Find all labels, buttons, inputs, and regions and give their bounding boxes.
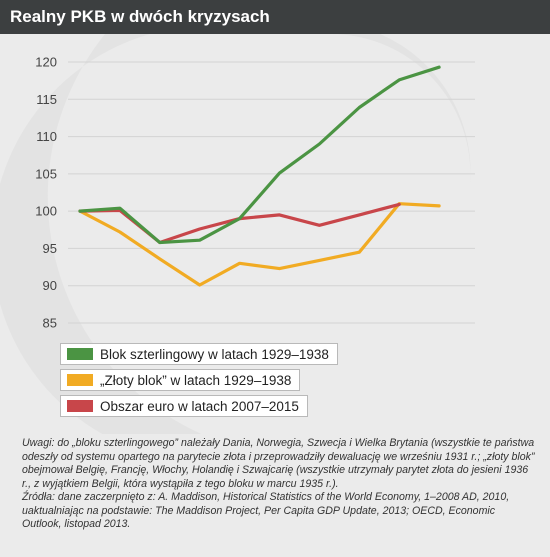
- legend-swatch-gold-bloc: [67, 374, 93, 386]
- page-title: Realny PKB w dwóch kryzysach: [10, 7, 270, 26]
- y-tick-label-100: 100: [35, 204, 57, 219]
- y-tick-label-105: 105: [35, 166, 57, 181]
- legend-item-euro-area: Obszar euro w latach 2007–2015: [60, 395, 308, 417]
- y-tick-label-110: 110: [36, 129, 57, 144]
- notes-remarks: Uwagi: do „bloku szterlingowego” należał…: [22, 437, 535, 490]
- y-tick-label-95: 95: [43, 241, 57, 256]
- legend-item-gold-bloc: „Złoty blok” w latach 1929–1938: [60, 369, 301, 391]
- legend-label-sterling: Blok szterlingowy w latach 1929–1938: [100, 346, 329, 362]
- notes-sources: Źródła: dane zaczerpnięto z: A. Maddison…: [22, 491, 510, 530]
- series-line-gold-bloc: [78, 202, 441, 287]
- line-chart: 85 90 95 100 105 110 115 120: [35, 55, 475, 331]
- chart-grid: [68, 61, 475, 324]
- legend-item-sterling: Blok szterlingowy w latach 1929–1938: [60, 343, 338, 365]
- title-bar: Realny PKB w dwóch kryzysach: [0, 0, 550, 34]
- legend-swatch-sterling: [67, 348, 93, 360]
- y-tick-label-85: 85: [43, 316, 57, 331]
- chart-series: [78, 65, 441, 287]
- chart-notes: Uwagi: do „bloku szterlingowego” należał…: [22, 437, 537, 532]
- y-tick-label-90: 90: [43, 278, 57, 293]
- series-line-sterling: [78, 65, 441, 245]
- legend-swatch-euro-area: [67, 400, 93, 412]
- y-axis-ticks: 85 90 95 100 105 110 115 120: [35, 55, 57, 331]
- legend-label-euro-area: Obszar euro w latach 2007–2015: [100, 398, 299, 414]
- y-tick-label-115: 115: [36, 92, 57, 107]
- y-tick-label-120: 120: [35, 55, 57, 70]
- legend-label-gold-bloc: „Złoty blok” w latach 1929–1938: [100, 372, 292, 388]
